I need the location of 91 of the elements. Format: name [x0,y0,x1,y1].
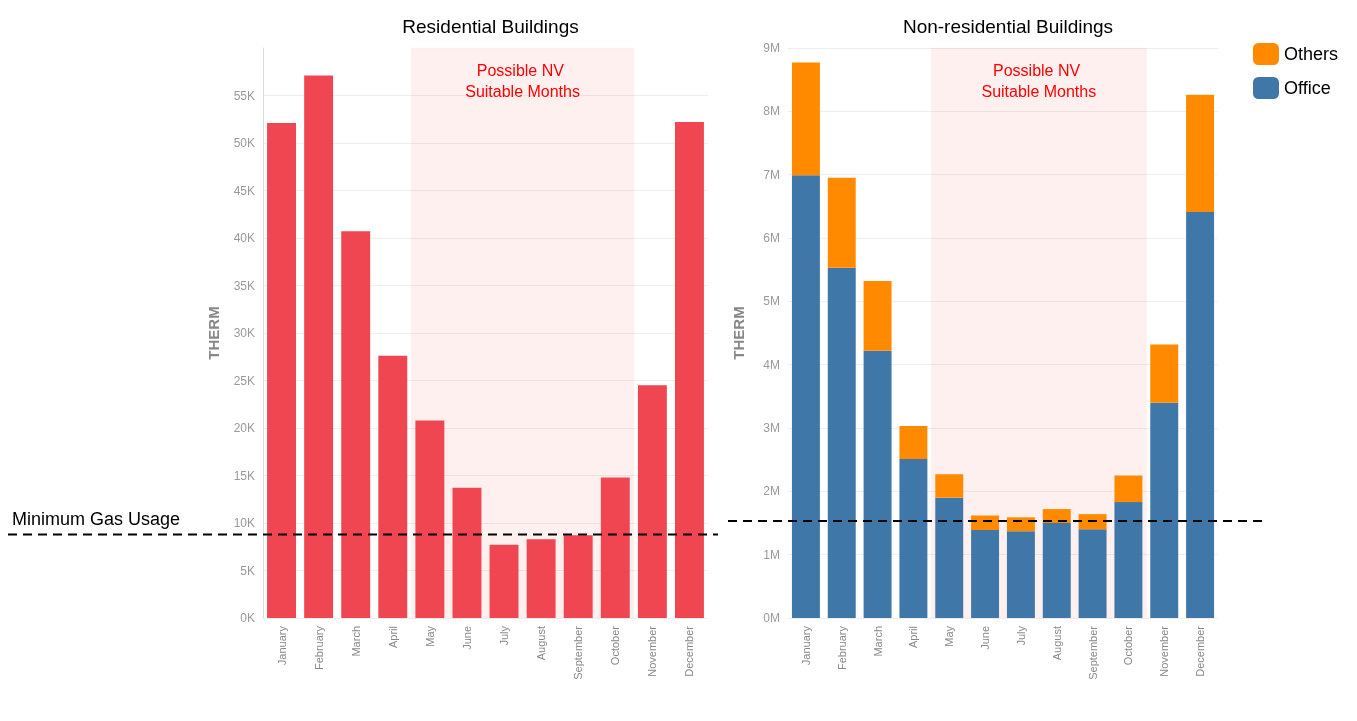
x-tick-label: July [1014,625,1027,646]
bar [863,350,892,618]
y-tick-label: 55K [233,88,255,103]
bar [1078,529,1107,618]
x-tick-label: February [835,625,848,671]
bar [637,385,667,618]
y-tick-label: 20K [233,421,255,435]
x-tick-label: February [312,625,325,671]
bar [563,535,593,618]
bar [1186,212,1215,618]
x-tick-label: December [683,625,696,677]
y-tick-label: 5K [240,563,255,578]
bar [675,122,704,618]
x-tick-label: April [386,626,399,649]
y-tick-label: 45K [233,183,255,198]
x-tick-label: January [275,625,288,666]
bar [526,539,556,618]
bar [415,420,445,618]
x-tick-label: March [871,626,884,657]
ref-line-label: Minimum Gas Usage [12,509,181,530]
x-tick-label: March [349,626,362,657]
y-tick-label: 30K [233,326,255,340]
y-tick-label: 4M [763,357,780,372]
y-tick-label: 15K [233,468,255,483]
x-tick-label: May [943,625,956,647]
y-tick-label: 0K [240,611,255,625]
x-tick-label: August [535,626,548,661]
x-tick-label: November [1158,625,1171,677]
y-tick-label: 35K [233,278,255,293]
bar [304,75,334,618]
bar [971,515,1000,530]
bar [600,477,630,618]
bar [1114,475,1143,503]
x-tick-label: September [1086,625,1099,680]
x-tick-label: April [907,626,920,649]
legend-label: Office [1283,78,1331,98]
bar [267,123,296,618]
y-tick-label: 2M [763,484,780,499]
band-label: Possible NV Suitable Months [465,61,580,100]
bar [1006,517,1035,532]
y-tick-label: 7M [763,167,780,182]
y-tick-label: 9M [763,41,780,55]
y-tick-label: 8M [763,104,780,119]
y-tick-label: 6M [763,231,780,245]
x-tick-label: November [646,625,659,677]
y-axis-title: THERM [730,306,747,360]
bar [827,177,856,268]
bar [341,231,371,618]
y-tick-label: 10K [233,516,255,530]
bar [1150,344,1179,403]
bar [899,426,928,460]
bar [863,281,892,351]
chart-title: Non-residential Buildings [902,16,1114,37]
bar [489,544,519,618]
y-axis-title: THERM [205,306,222,360]
bar [935,497,964,618]
bar [1114,502,1143,618]
x-tick-label: August [1050,626,1063,661]
bar [1078,514,1107,530]
bar [971,529,1000,618]
x-tick-label: December [1194,625,1207,677]
x-tick-label: July [498,625,511,646]
x-tick-label: May [423,625,436,647]
bar [1186,94,1215,213]
x-tick-label: January [799,625,812,666]
bar [452,487,482,618]
bar [791,62,820,176]
y-tick-label: 0M [763,611,780,625]
y-tick-label: 5M [763,294,780,309]
bar [378,355,408,618]
x-tick-label: June [979,626,992,650]
bar [1042,509,1071,523]
y-tick-label: 50K [233,136,255,150]
x-tick-label: September [572,625,585,680]
x-tick-label: October [1122,625,1135,666]
y-tick-label: 40K [233,231,255,245]
bar [935,474,964,498]
bar [1150,402,1179,618]
band-label: Possible NV Suitable Months [981,61,1097,100]
legend-label: Others [1283,44,1339,64]
bar [827,267,856,618]
y-tick-label: 3M [763,421,780,435]
chart-title: Residential Buildings [402,16,579,37]
bar [899,459,928,618]
bar [791,175,820,618]
y-tick-label: 1M [763,547,780,562]
x-tick-label: June [460,626,473,650]
bar [1006,531,1035,618]
y-tick-label: 25K [233,373,255,388]
x-tick-label: October [609,625,622,666]
bar [1042,523,1071,618]
